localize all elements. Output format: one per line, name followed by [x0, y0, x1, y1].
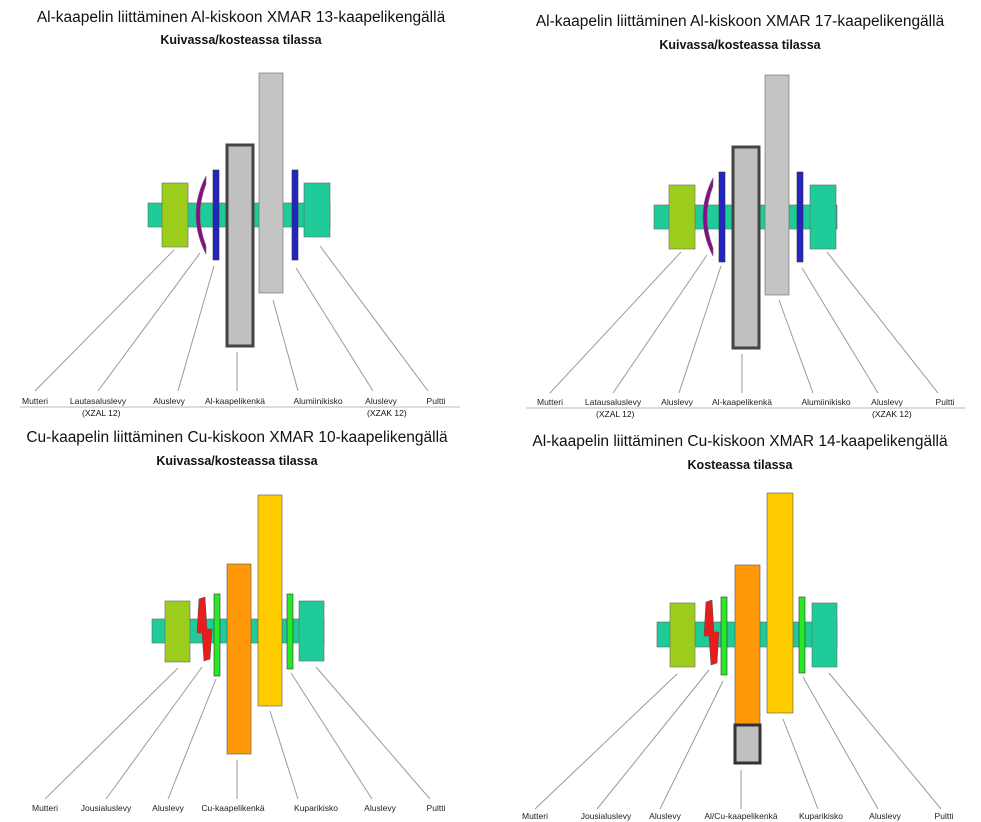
copper-bus-bar	[767, 493, 793, 713]
label-pultti: Pultti	[935, 811, 954, 821]
label-pultti: Pultti	[427, 803, 446, 813]
al-cable-lug	[227, 145, 253, 346]
bolted-joint-diagram: Mutteri Jousialuslevy Aluslevy Cu-kaapel…	[0, 411, 490, 822]
nut	[162, 183, 188, 247]
flat-washer-right	[287, 594, 293, 669]
label-pultti: Pultti	[936, 397, 955, 407]
label-aluslevy-2: Aluslevy	[365, 396, 397, 406]
flat-washer-right	[799, 597, 805, 673]
aluminium-bus-bar	[765, 75, 789, 295]
label-cu-kaapelikenka: Cu-kaapelikenkä	[201, 803, 265, 813]
nut	[669, 185, 695, 249]
label-aluslevy: Aluslevy	[152, 803, 184, 813]
bolt-head	[299, 601, 324, 661]
al-cable-lug	[733, 147, 759, 348]
spring-washer	[704, 600, 719, 665]
label-mutteri: Mutteri	[32, 803, 58, 813]
label-aluslevy: Aluslevy	[153, 396, 185, 406]
copper-bus-bar	[258, 495, 282, 706]
spring-washer	[197, 597, 212, 661]
aluminium-bus-bar	[259, 73, 283, 293]
diagram-panel-cu-cu-xmar10: Cu-kaapelin liittäminen Cu-kiskoon XMAR …	[0, 411, 490, 822]
label-kuparikisko: Kuparikisko	[294, 803, 338, 813]
label-lautasaluslevy: Lautasaluslevy	[70, 396, 127, 406]
label-aluslevy: Aluslevy	[649, 811, 681, 821]
label-aluslevy-2: Aluslevy	[871, 397, 903, 407]
flat-washer-right	[292, 170, 298, 260]
bolt-head	[304, 183, 330, 237]
diagram-panel-al-al-xmar17: Al-kaapelin liittäminen Al-kiskoon XMAR …	[491, 0, 981, 411]
nut	[165, 601, 190, 662]
al-cu-cable-lug	[735, 565, 760, 725]
bolted-joint-diagram: Mutteri Jousialuslevy Aluslevy Al/Cu-kaa…	[491, 411, 981, 822]
flat-washer-left	[721, 597, 727, 675]
label-kuparikisko: Kuparikisko	[799, 811, 843, 821]
label-jousialuslevy: Jousialuslevy	[81, 803, 132, 813]
label-aluslevy-2: Aluslevy	[869, 811, 901, 821]
label-al-kaapelikenka: Al-kaapelikenkä	[205, 396, 265, 406]
cu-cable-lug	[227, 564, 251, 754]
al-cu-lug-barrel	[735, 725, 760, 763]
diagram-panel-al-al-xmar13: Al-kaapelin liittäminen Al-kiskoon XMAR …	[0, 0, 490, 411]
bolt-head	[812, 603, 837, 667]
label-alumiinikisko: Alumiinikisko	[801, 397, 850, 407]
flat-washer-left	[214, 594, 220, 676]
bolt-head	[810, 185, 836, 249]
label-al-kaapelikenka: Al-kaapelikenkä	[712, 397, 772, 407]
flat-washer-right	[797, 172, 803, 262]
label-latausaluslevy: Latausaluslevy	[585, 397, 642, 407]
nut	[670, 603, 695, 667]
bolted-joint-diagram: Mutteri Lautasaluslevy Aluslevy Al-kaape…	[0, 0, 490, 411]
label-mutteri: Mutteri	[22, 396, 48, 406]
label-aluslevy-2: Aluslevy	[364, 803, 396, 813]
label-alumiinikisko: Alumiinikisko	[293, 396, 342, 406]
label-mutteri: Mutteri	[537, 397, 563, 407]
label-al-cu-kaapelikenka: Al/Cu-kaapelikenkä	[704, 811, 778, 821]
diagram-panel-al-cu-xmar14: Al-kaapelin liittäminen Cu-kiskoon XMAR …	[491, 411, 981, 822]
label-mutteri: Mutteri	[522, 811, 548, 821]
label-aluslevy: Aluslevy	[661, 397, 693, 407]
bolted-joint-diagram: Mutteri Latausaluslevy Aluslevy Al-kaape…	[491, 0, 981, 411]
label-jousialuslevy: Jousialuslevy	[581, 811, 632, 821]
flat-washer-left	[213, 170, 219, 260]
label-pultti: Pultti	[427, 396, 446, 406]
flat-washer-left	[719, 172, 725, 262]
